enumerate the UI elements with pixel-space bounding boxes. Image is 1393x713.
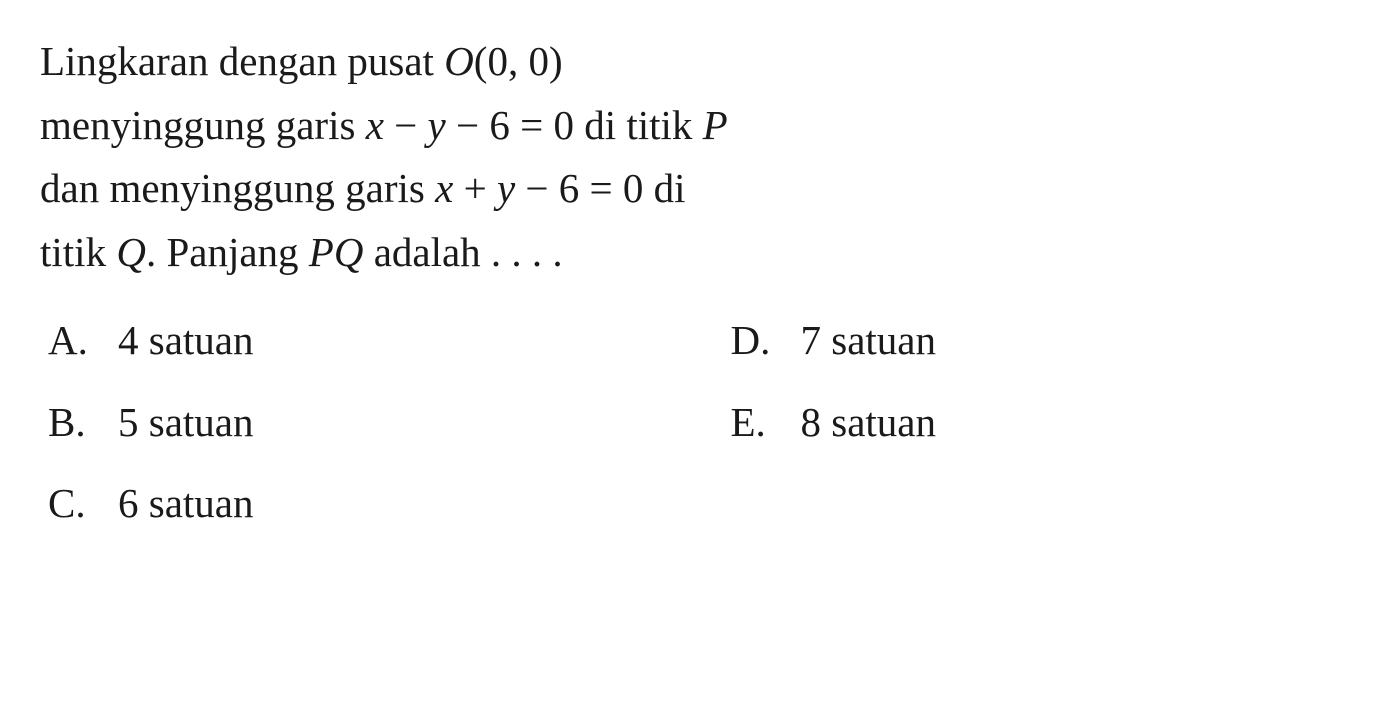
- option-letter: D.: [731, 312, 801, 369]
- text-segment: . Panjang: [146, 229, 309, 275]
- question-line-1: Lingkaran dengan pusat O(0, 0): [40, 30, 1353, 94]
- text-segment: −: [384, 102, 428, 148]
- options-container: A. 4 satuan D. 7 satuan B. 5 satuan E. 8…: [40, 312, 1353, 532]
- option-letter: B.: [48, 394, 118, 451]
- option-c[interactable]: C. 6 satuan: [48, 475, 671, 532]
- text-segment: titik: [40, 229, 116, 275]
- option-e[interactable]: E. 8 satuan: [731, 394, 1354, 451]
- variable-p: P: [703, 102, 728, 148]
- question-line-4: titik Q. Panjang PQ adalah . . . .: [40, 221, 1353, 285]
- option-letter: E.: [731, 394, 801, 451]
- option-b[interactable]: B. 5 satuan: [48, 394, 671, 451]
- variable-x: x: [366, 102, 384, 148]
- variable-q: Q: [116, 229, 146, 275]
- variable-y: y: [428, 102, 446, 148]
- option-text: 5 satuan: [118, 394, 671, 451]
- option-letter: A.: [48, 312, 118, 369]
- question-line-3: dan menyinggung garis x + y − 6 = 0 di: [40, 157, 1353, 221]
- question-stem: Lingkaran dengan pusat O(0, 0) menyinggu…: [40, 30, 1353, 284]
- option-d[interactable]: D. 7 satuan: [731, 312, 1354, 369]
- text-segment: Lingkaran dengan pusat: [40, 38, 444, 84]
- option-a[interactable]: A. 4 satuan: [48, 312, 671, 369]
- text-segment: dan menyinggung garis: [40, 165, 435, 211]
- variable-x: x: [435, 165, 453, 211]
- option-text: 7 satuan: [801, 312, 1354, 369]
- option-text: 8 satuan: [801, 394, 1354, 451]
- question-line-2: menyinggung garis x − y − 6 = 0 di titik…: [40, 94, 1353, 158]
- text-segment: adalah . . . .: [363, 229, 562, 275]
- text-segment: (0, 0): [474, 38, 563, 84]
- variable-pq: PQ: [309, 229, 364, 275]
- text-segment: +: [453, 165, 497, 211]
- text-segment: menyinggung garis: [40, 102, 366, 148]
- option-text: 6 satuan: [118, 475, 671, 532]
- option-text: 4 satuan: [118, 312, 671, 369]
- variable-o: O: [444, 38, 474, 84]
- text-segment: − 6 = 0 di: [515, 165, 685, 211]
- variable-y: y: [497, 165, 515, 211]
- text-segment: − 6 = 0 di titik: [446, 102, 703, 148]
- option-letter: C.: [48, 475, 118, 532]
